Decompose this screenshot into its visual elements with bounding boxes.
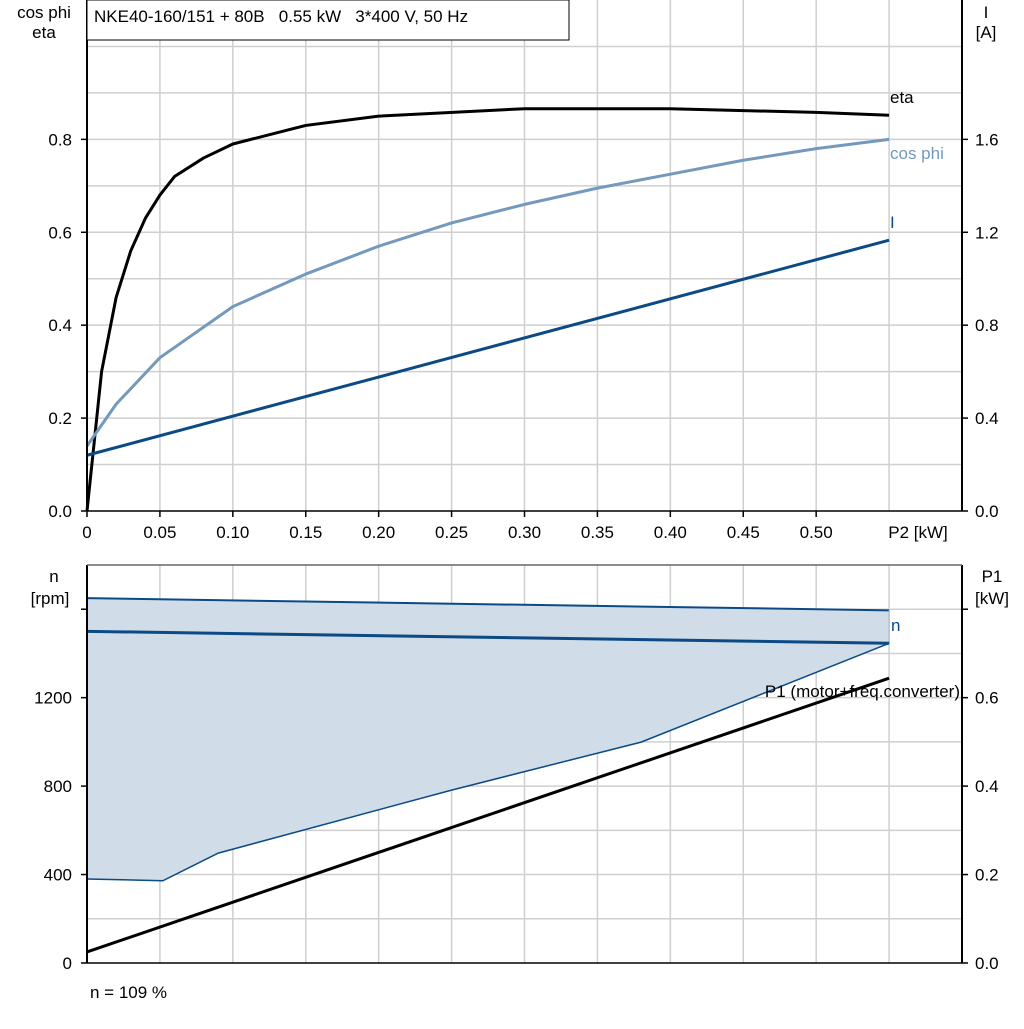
top-right-ylabel-1: I — [984, 3, 989, 22]
bottom-left-y-tick-label: 400 — [44, 866, 72, 885]
chart-title: NKE40-160/151 + 80B 0.55 kW 3*400 V, 50 … — [94, 7, 468, 26]
cos-phi-line — [85, 137, 890, 447]
speed-range-band — [86, 597, 890, 882]
x-tick-label: 0.30 — [508, 523, 541, 542]
top-right-y-tick-label: 1.2 — [975, 223, 999, 242]
series-label-current: I — [890, 213, 895, 232]
bottom-right-ylabel-1: P1 — [982, 567, 1003, 586]
p1-line — [86, 676, 890, 954]
series-label-eta: eta — [890, 88, 914, 107]
bottom-right-y-tick-label: 0.4 — [975, 777, 999, 796]
top-right-y-tick-label: 0.4 — [975, 409, 999, 428]
speed-line — [86, 629, 890, 645]
top-left-y-tick-label: 0.0 — [48, 502, 72, 521]
top-right-y-tick-label: 1.6 — [975, 130, 999, 149]
bottom-right-y-tick-label: 0.6 — [975, 689, 999, 708]
bottom-left-y-tick-label: 0 — [63, 954, 72, 973]
x-tick-label: 0.35 — [581, 523, 614, 542]
x-tick-label: 0.20 — [362, 523, 395, 542]
x-tick-label: 0.25 — [435, 523, 468, 542]
top-grid — [87, 0, 962, 511]
x-tick-label: 0.10 — [216, 523, 249, 542]
x-tick-label: 0.15 — [289, 523, 322, 542]
x-tick-label: 0 — [82, 523, 91, 542]
top-left-y-tick-label: 0.2 — [48, 409, 72, 428]
speed-range-upper-edge — [86, 597, 890, 612]
series-label-p1: P1 (motor+freq.converter) — [765, 682, 960, 701]
speed-range-lower-edge — [86, 642, 890, 882]
x-tick-label: 0.50 — [800, 523, 833, 542]
x-tick-label: 0.05 — [143, 523, 176, 542]
eta-line — [85, 107, 890, 512]
top-xlabel: P2 [kW] — [888, 523, 948, 542]
top-left-y-tick-label: 0.6 — [48, 223, 72, 242]
top-right-ylabel-2: [A] — [976, 23, 997, 42]
top-left-ylabel-1: cos phi — [17, 3, 71, 22]
bottom-left-y-tick-label: 800 — [44, 777, 72, 796]
bottom-left-y-tick-label: 1200 — [34, 689, 72, 708]
bottom-right-ylabel-2: [kW] — [975, 589, 1009, 608]
top-left-y-tick-label: 0.4 — [48, 316, 72, 335]
title-box — [86, 0, 570, 41]
x-tick-label: 0.40 — [654, 523, 687, 542]
x-tick-label: 0.45 — [727, 523, 760, 542]
top-left-ylabel-2: eta — [32, 23, 56, 42]
series-label-cos-phi: cos phi — [890, 144, 944, 163]
series-label-speed: n — [891, 616, 900, 635]
current-line — [86, 238, 890, 457]
bottom-left-ylabel-1: n — [49, 567, 58, 586]
bottom-right-y-tick-label: 0.2 — [975, 866, 999, 885]
series-lines — [85, 107, 890, 954]
top-left-y-tick-label: 0.8 — [48, 130, 72, 149]
speed-footnote: n = 109 % — [90, 983, 167, 1002]
bottom-left-ylabel-2: [rpm] — [31, 589, 70, 608]
speed-range-fill — [87, 598, 890, 881]
top-right-y-tick-label: 0.0 — [975, 502, 999, 521]
axes: 0 0.05 0.10 0.15 0.20 0.25 0.30 0.35 0.40 0.45 0.5… — [34, 0, 999, 973]
top-right-y-tick-label: 0.8 — [975, 316, 999, 335]
bottom-right-y-tick-label: 0.0 — [975, 954, 999, 973]
